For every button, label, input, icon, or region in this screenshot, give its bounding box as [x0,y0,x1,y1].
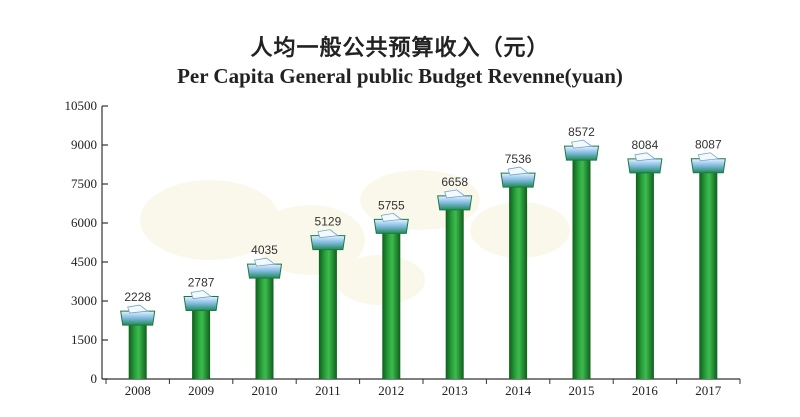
bar-cap-icon [183,290,219,312]
chart-title-chinese: 人均一般公共预算收入（元） [250,35,550,61]
y-tick-label: 0 [91,371,98,386]
x-tick-label: 2010 [252,383,278,398]
data-label: 8084 [632,138,659,152]
bar [635,168,654,379]
y-tick-label: 4500 [71,254,97,269]
chart-title-english: Per Capita General public Budget Revenne… [177,64,623,88]
data-label: 2787 [188,276,215,290]
y-tick-label: 1500 [71,332,97,347]
y-tick-label: 3000 [71,293,97,308]
data-label: 5755 [378,198,405,212]
data-label: 5129 [315,215,342,229]
x-tick-label: 2017 [695,383,722,398]
x-tick-label: 2015 [569,383,595,398]
data-label: 4035 [251,243,278,257]
x-tick-label: 2016 [632,383,659,398]
bar [445,205,464,379]
x-tick-label: 2008 [125,383,151,398]
bar-cap-icon [120,304,156,326]
y-tick-label: 7500 [71,176,97,191]
bar [572,156,591,379]
bar-cap-icon [690,152,726,174]
x-tick-label: 2011 [315,383,341,398]
x-tick-label: 2012 [378,383,404,398]
y-tick-label: 6000 [71,215,97,230]
bar [255,274,274,379]
y-tick-label: 10500 [65,98,98,113]
data-label: 6658 [441,175,468,189]
bar-cap-icon [373,212,409,234]
data-label: 2228 [124,290,151,304]
bar-cap-icon [500,166,536,188]
data-label: 8087 [695,138,722,152]
x-tick-label: 2014 [505,383,532,398]
x-tick-label: 2009 [188,383,214,398]
bar [128,321,147,379]
bar [509,183,528,379]
bar [318,245,337,379]
bar-cap-icon [627,152,663,174]
bar-cap-icon [563,139,600,161]
bar [192,306,211,379]
bar-cap-icon [246,257,283,279]
x-tick-label: 2013 [442,383,468,398]
data-label: 7536 [505,152,532,166]
bar [699,168,718,379]
y-tick-label: 9000 [71,137,97,152]
bar-cap-icon [437,189,473,211]
bar-cap-icon [310,229,346,251]
bar [382,229,401,379]
data-label: 8572 [568,125,595,139]
